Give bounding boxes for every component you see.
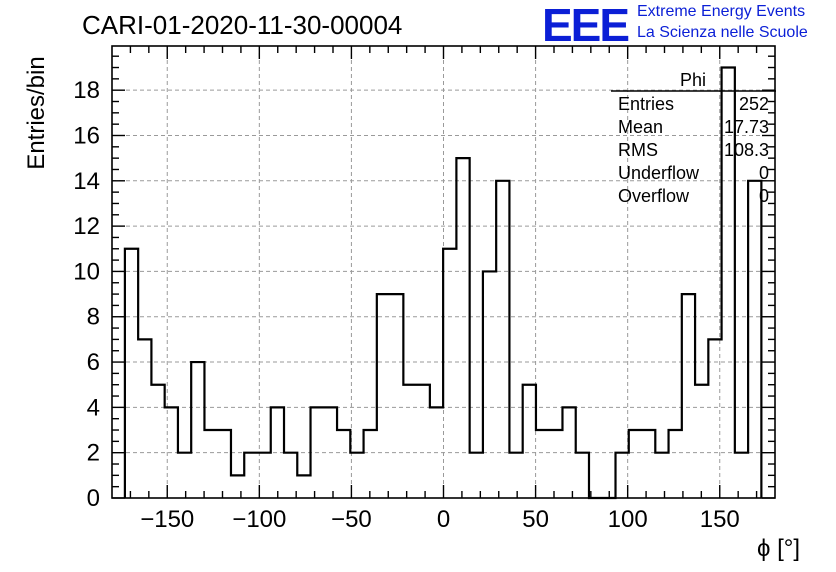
histogram-bin	[178, 453, 191, 498]
y-tick-label: 18	[73, 77, 100, 104]
histogram-bin	[231, 475, 244, 498]
histogram-bin	[456, 158, 469, 498]
histogram-bin	[165, 407, 178, 498]
y-tick-label: 16	[73, 122, 100, 149]
histogram-bin	[655, 453, 668, 498]
histogram-bin	[483, 271, 496, 498]
stats-value: 17.73	[724, 117, 769, 137]
y-tick-label: 8	[87, 304, 100, 331]
x-tick-label: 0	[437, 506, 450, 533]
stats-value: 252	[739, 94, 769, 114]
stats-label: Underflow	[618, 163, 700, 183]
stats-box-title: Phi	[680, 70, 706, 90]
histogram-bin	[523, 385, 536, 498]
stats-label: Mean	[618, 117, 663, 137]
y-tick-label: 2	[87, 440, 100, 467]
histogram-bin	[549, 430, 562, 498]
stats-label: Overflow	[618, 186, 690, 206]
histogram-bin	[244, 453, 257, 498]
histogram-bin	[616, 453, 629, 498]
logo-tagline-1: Extreme Energy Events	[637, 3, 806, 20]
histogram-bin	[138, 339, 151, 498]
histogram-bin	[324, 407, 337, 498]
y-tick-label: 6	[87, 349, 100, 376]
stats-value: 0	[759, 186, 769, 206]
histogram-bin	[562, 407, 575, 498]
stats-value: 108.3	[724, 140, 769, 160]
stats-label: Entries	[618, 94, 674, 114]
histogram-bin	[642, 430, 655, 498]
x-tick-label: 100	[608, 506, 648, 533]
eee-logo: EEE	[542, 0, 630, 51]
logo-tagline-2: La Scienza nelle Scuole	[637, 24, 808, 41]
x-tick-label: −50	[331, 506, 372, 533]
histogram-bin	[311, 407, 324, 498]
x-tick-label: 50	[522, 506, 549, 533]
y-tick-label: 12	[73, 213, 100, 240]
histogram-bin	[748, 181, 761, 498]
histogram-bin	[390, 294, 403, 498]
y-tick-label: 10	[73, 258, 100, 285]
histogram-bin	[443, 249, 456, 498]
y-tick-label: 4	[87, 394, 100, 421]
histogram-bin	[417, 385, 430, 498]
chart-title: CARI-01-2020-11-30-00004	[82, 10, 403, 40]
histogram-bin	[403, 385, 416, 498]
histogram-bin	[204, 430, 217, 498]
axes: −150 −100 −50 0 50 100 150 0 2 4 6 8 10 12 14 16 18	[73, 46, 775, 533]
histogram-bin	[682, 294, 695, 498]
histogram-series	[123, 66, 763, 500]
y-axis-label: Entries/bin	[23, 56, 50, 169]
histogram-bin	[350, 453, 363, 498]
histogram-bin	[284, 453, 297, 498]
histogram-bin	[218, 430, 231, 498]
histogram-bin	[151, 385, 164, 498]
histogram-bin	[496, 181, 509, 498]
histogram-bin	[509, 453, 522, 498]
histogram-bin	[364, 430, 377, 498]
stats-value: 0	[759, 163, 769, 183]
x-tick-label: −150	[140, 506, 194, 533]
histogram-bin	[669, 430, 682, 498]
histogram-outline	[123, 66, 763, 500]
x-axis-label: ϕ [°]	[757, 535, 800, 562]
histogram-bin	[297, 475, 310, 498]
histogram-bin	[125, 249, 138, 498]
histogram-bin	[430, 407, 443, 498]
histogram-bin	[695, 385, 708, 498]
histogram-bin	[708, 339, 721, 498]
stats-label: RMS	[618, 140, 658, 160]
histogram-bin	[629, 430, 642, 498]
y-tick-label: 0	[87, 485, 100, 512]
histogram-bin	[191, 362, 204, 498]
x-tick-label: 150	[700, 506, 740, 533]
histogram-bin	[735, 453, 748, 498]
stats-box: Phi Entries 252 Mean 17.73 RMS 108.3 Underflow…	[611, 70, 776, 206]
y-tick-label: 14	[73, 168, 100, 195]
histogram-bin	[271, 407, 284, 498]
histogram-bin	[576, 453, 589, 498]
histogram-bin	[337, 430, 350, 498]
x-tick-label: −100	[232, 506, 286, 533]
histogram-bin	[377, 294, 390, 498]
histogram-bin	[536, 430, 549, 498]
